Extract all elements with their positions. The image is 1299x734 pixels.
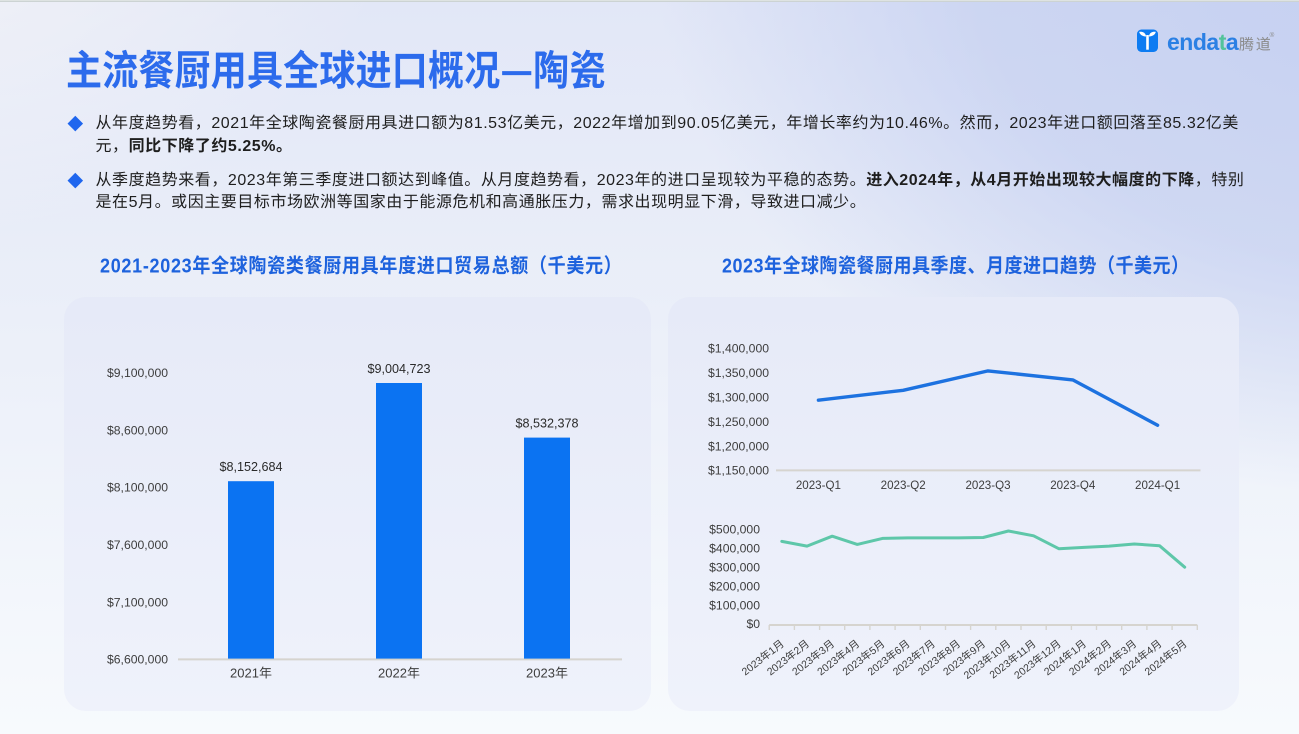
svg-text:$1,250,000: $1,250,000 [708,415,769,429]
svg-text:$500,000: $500,000 [709,522,760,536]
svg-text:$1,300,000: $1,300,000 [708,390,769,404]
svg-text:腾道: 腾道 [1239,34,1273,55]
svg-text:$1,350,000: $1,350,000 [708,366,769,380]
svg-text:$8,532,378: $8,532,378 [515,416,578,430]
svg-text:$9,004,723: $9,004,723 [367,362,430,376]
svg-text:$300,000: $300,000 [709,560,760,574]
svg-text:$8,100,000: $8,100,000 [107,481,168,495]
svg-text:$1,200,000: $1,200,000 [708,439,769,453]
svg-text:$200,000: $200,000 [709,579,760,593]
svg-text:®: ® [1270,31,1275,39]
svg-text:2023-Q2: 2023-Q2 [881,479,926,492]
svg-text:$400,000: $400,000 [709,541,760,555]
svg-text:$8,600,000: $8,600,000 [107,423,168,437]
svg-text:2024-Q1: 2024-Q1 [1135,479,1180,492]
svg-text:$8,152,684: $8,152,684 [219,460,282,474]
svg-text:$9,100,000: $9,100,000 [107,366,168,380]
svg-text:$0: $0 [746,617,760,631]
svg-text:$1,400,000: $1,400,000 [708,342,769,356]
svg-text:2023-Q3: 2023-Q3 [965,479,1010,492]
svg-text:2023-Q1: 2023-Q1 [796,479,841,492]
svg-text:$6,600,000: $6,600,000 [107,653,168,667]
svg-text:2021年: 2021年 [230,666,272,681]
svg-text:$1,150,000: $1,150,000 [708,464,769,478]
svg-text:2023-Q4: 2023-Q4 [1050,479,1096,492]
svg-text:$7,600,000: $7,600,000 [107,538,168,552]
svg-text:$100,000: $100,000 [709,598,760,612]
svg-text:endata: endata [1167,29,1239,55]
svg-text:2022年: 2022年 [378,666,420,681]
svg-text:2023年: 2023年 [526,666,568,681]
svg-text:$7,100,000: $7,100,000 [107,595,168,609]
